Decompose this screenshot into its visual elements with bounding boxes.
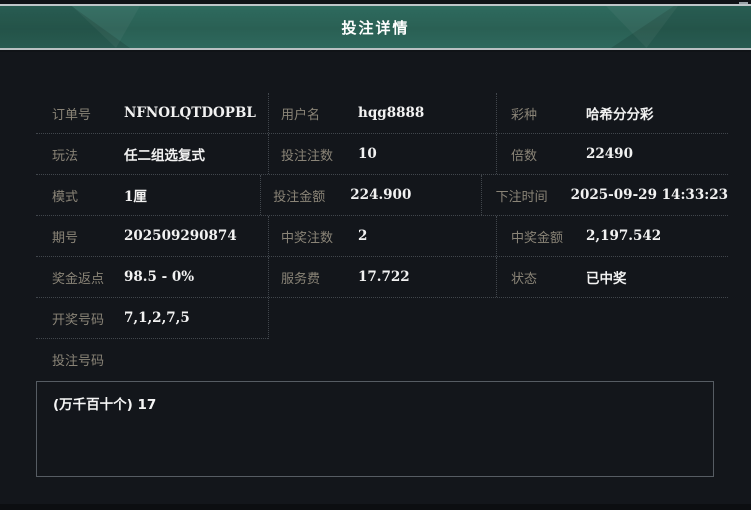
empty-cell (496, 298, 728, 339)
field-value: 22490 (586, 146, 633, 162)
field-bet-time: 下注时间 2025-09-29 14:33:23 (480, 175, 728, 215)
table-row: 投注号码 (36, 339, 728, 380)
field-bet-amount: 投注金额 224.900 (260, 175, 480, 215)
bet-numbers-box: (万千百十个) 17 (36, 381, 714, 477)
field-label: 中奖金额 (511, 230, 564, 246)
field-value: 17.722 (358, 269, 410, 285)
table-row: 订单号 NFNOLQTDOPBL 用户名 hqg8888 彩种 哈希分分彩 (36, 93, 728, 134)
field-label: 下注时间 (495, 189, 548, 205)
field-winning-amount: 中奖金额 2,197.542 (496, 216, 728, 256)
field-bonus-rebate: 奖金返点 98.5 - 0% (36, 257, 268, 297)
field-label: 奖金返点 (52, 271, 105, 287)
field-label: 投注号码 (52, 354, 105, 369)
field-label: 投注注数 (281, 148, 334, 164)
field-mode: 模式 1厘 (36, 175, 260, 215)
table-row: 奖金返点 98.5 - 0% 服务费 17.722 状态 已中奖 (36, 257, 728, 298)
field-label: 开奖号码 (52, 312, 105, 328)
field-username: 用户名 hqg8888 (268, 93, 496, 133)
field-value: 1厘 (124, 189, 147, 205)
field-label: 服务费 (281, 271, 321, 287)
bottom-strip (0, 504, 751, 510)
field-value: 2,197.542 (586, 228, 662, 244)
field-bet-count: 投注注数 10 (268, 134, 496, 174)
field-status: 状态 已中奖 (496, 257, 728, 297)
field-value: 7,1,2,7,5 (124, 310, 190, 326)
field-label: 投注金额 (273, 189, 326, 205)
header: 投注详情 (0, 0, 751, 52)
page-title: 投注详情 (341, 18, 410, 37)
table-row: 开奖号码 7,1,2,7,5 (36, 298, 728, 339)
detail-table: 订单号 NFNOLQTDOPBL 用户名 hqg8888 彩种 哈希分分彩 玩法… (36, 93, 728, 380)
status-badge: 已中奖 (586, 271, 627, 287)
empty-cell (268, 298, 496, 339)
field-value: 任二组选复式 (124, 148, 205, 164)
field-period-number: 期号 202509290874 (36, 216, 268, 256)
field-label: 状态 (511, 271, 538, 287)
header-band: 投注详情 (0, 4, 751, 50)
field-draw-numbers: 开奖号码 7,1,2,7,5 (36, 298, 268, 339)
field-label: 模式 (52, 189, 79, 205)
field-value: NFNOLQTDOPBL (124, 105, 256, 121)
field-value: 哈希分分彩 (586, 107, 654, 123)
field-order-id: 订单号 NFNOLQTDOPBL (36, 93, 268, 133)
scrollbar-fragment (739, 2, 748, 4)
field-label: 彩种 (511, 107, 538, 123)
field-value: 2025-09-29 14:33:23 (570, 187, 728, 203)
field-value: 2 (358, 228, 368, 244)
field-label: 期号 (52, 230, 79, 246)
field-label: 倍数 (511, 148, 538, 164)
table-row: 玩法 任二组选复式 投注注数 10 倍数 22490 (36, 134, 728, 175)
table-row: 模式 1厘 投注金额 224.900 下注时间 2025-09-29 14:33… (36, 175, 728, 216)
field-service-fee: 服务费 17.722 (268, 257, 496, 297)
field-value: hqg8888 (358, 105, 425, 121)
bet-numbers-content: (万千百十个) 17 (53, 397, 157, 413)
field-multiplier: 倍数 22490 (496, 134, 728, 174)
field-lottery-type: 彩种 哈希分分彩 (496, 93, 728, 133)
field-play-method: 玩法 任二组选复式 (36, 134, 268, 174)
field-label: 用户名 (281, 107, 321, 123)
field-value: 10 (358, 146, 377, 162)
table-row: 期号 202509290874 中奖注数 2 中奖金额 2,197.542 (36, 216, 728, 257)
field-label: 玩法 (52, 148, 79, 164)
field-value: 224.900 (350, 187, 412, 203)
field-winning-count: 中奖注数 2 (268, 216, 496, 256)
field-bet-numbers-label: 投注号码 (36, 339, 268, 380)
field-label: 订单号 (52, 107, 92, 123)
field-value: 202509290874 (124, 228, 237, 244)
field-value: 98.5 - 0% (124, 269, 195, 285)
field-label: 中奖注数 (281, 230, 334, 246)
